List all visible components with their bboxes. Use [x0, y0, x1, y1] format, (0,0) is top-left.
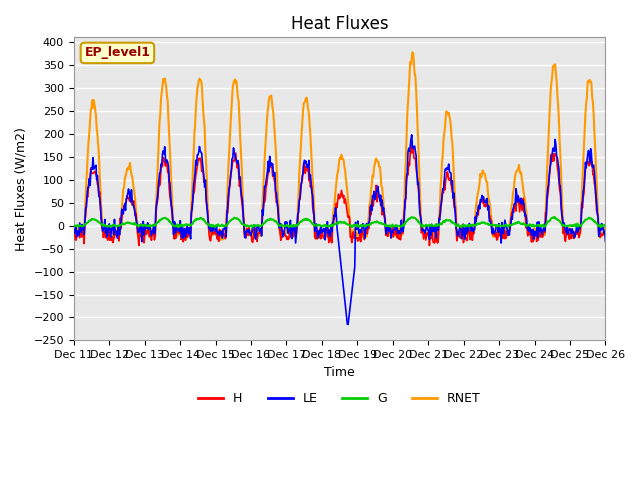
Text: EP_level1: EP_level1	[84, 47, 150, 60]
Y-axis label: Heat Fluxes (W/m2): Heat Fluxes (W/m2)	[15, 127, 28, 251]
Legend: H, LE, G, RNET: H, LE, G, RNET	[193, 387, 486, 410]
Title: Heat Fluxes: Heat Fluxes	[291, 15, 388, 33]
X-axis label: Time: Time	[324, 366, 355, 379]
